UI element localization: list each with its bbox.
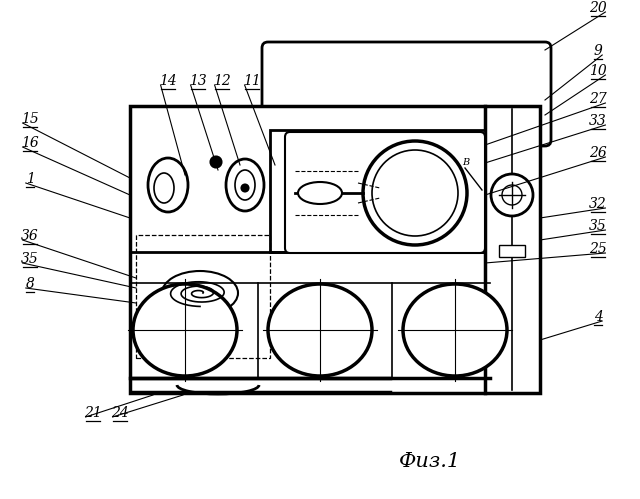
Text: 8: 8 <box>26 277 35 291</box>
Ellipse shape <box>154 173 174 203</box>
Circle shape <box>502 185 522 205</box>
Text: 16: 16 <box>21 136 39 150</box>
FancyBboxPatch shape <box>262 42 551 146</box>
Text: 9: 9 <box>593 44 602 58</box>
Text: 21: 21 <box>84 406 102 420</box>
Circle shape <box>211 157 221 168</box>
Text: 11: 11 <box>243 74 261 88</box>
Circle shape <box>372 150 458 236</box>
Text: 24: 24 <box>111 406 129 420</box>
Text: 35: 35 <box>589 219 607 233</box>
FancyBboxPatch shape <box>285 132 485 253</box>
Text: 33: 33 <box>589 114 607 128</box>
Ellipse shape <box>235 170 255 200</box>
Bar <box>130 106 540 393</box>
Ellipse shape <box>148 158 188 212</box>
Text: B: B <box>462 158 469 167</box>
Text: 25: 25 <box>589 242 607 256</box>
Text: 32: 32 <box>589 197 607 211</box>
Ellipse shape <box>268 284 372 376</box>
Ellipse shape <box>298 182 342 204</box>
Text: 12: 12 <box>213 74 231 88</box>
Text: 20: 20 <box>589 1 607 15</box>
Bar <box>499 245 525 257</box>
Text: Физ.1: Физ.1 <box>399 452 461 471</box>
Text: 15: 15 <box>21 112 39 126</box>
Ellipse shape <box>133 284 237 376</box>
Text: 26: 26 <box>589 146 607 160</box>
Text: 4: 4 <box>593 310 602 324</box>
Circle shape <box>241 185 248 192</box>
Text: 10: 10 <box>589 64 607 78</box>
Text: 13: 13 <box>189 74 207 88</box>
Circle shape <box>363 141 467 245</box>
Bar <box>136 235 270 358</box>
Ellipse shape <box>403 284 507 376</box>
Bar <box>270 130 485 252</box>
Text: 36: 36 <box>21 229 39 243</box>
Text: 27: 27 <box>589 92 607 106</box>
Text: 1: 1 <box>26 172 35 186</box>
Ellipse shape <box>226 159 264 211</box>
Text: 14: 14 <box>159 74 177 88</box>
Text: 35: 35 <box>21 252 39 266</box>
Circle shape <box>491 174 533 216</box>
